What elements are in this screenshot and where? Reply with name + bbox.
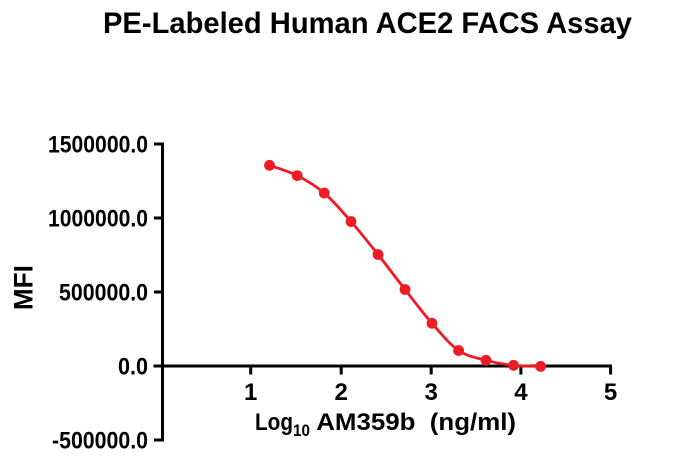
svg-text:Log10 AM359b (ng/ml): Log10 AM359b (ng/ml)	[255, 409, 516, 440]
svg-text:4: 4	[514, 379, 528, 406]
svg-text:0.0: 0.0	[118, 354, 148, 381]
svg-text:1: 1	[244, 379, 257, 406]
svg-text:5: 5	[604, 379, 617, 406]
svg-text:-500000.0: -500000.0	[52, 428, 148, 455]
svg-text:MFI: MFI	[9, 265, 39, 310]
svg-text:1000000.0: 1000000.0	[48, 206, 148, 233]
svg-text:PE-Labeled Human ACE2 FACS Ass: PE-Labeled Human ACE2 FACS Assay	[103, 7, 632, 40]
svg-text:500000.0: 500000.0	[59, 280, 148, 307]
svg-text:3: 3	[425, 379, 438, 406]
svg-text:1500000.0: 1500000.0	[48, 132, 148, 159]
svg-text:2: 2	[335, 379, 348, 406]
